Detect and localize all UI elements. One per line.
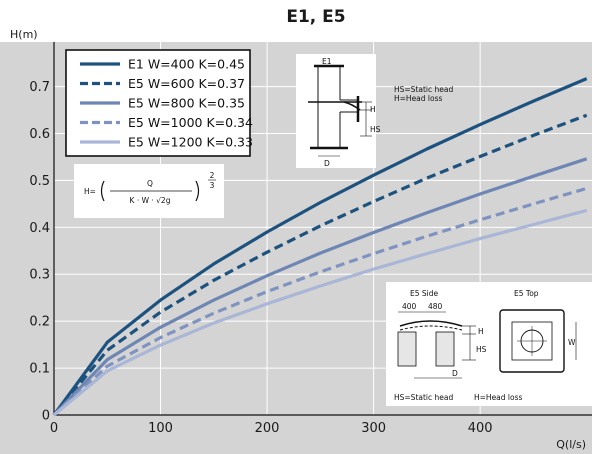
- e1-HS-label: HS: [370, 125, 381, 134]
- formula-numerator: Q: [147, 179, 153, 188]
- y-axis-label: H(m): [10, 28, 38, 41]
- e5-D-label: D: [452, 369, 458, 378]
- bottom-hs-note: HS=Static head: [394, 393, 453, 402]
- formula: H= Q K · W · √2g 2 3: [74, 164, 224, 218]
- h-note: H=Head loss: [394, 94, 442, 103]
- y-tick-label: 0.7: [29, 80, 50, 95]
- x-tick-label: 200: [255, 421, 280, 436]
- hs-note: HS=Static head: [394, 85, 453, 94]
- series-line-5: [52, 208, 588, 417]
- e5-diagrams: E5 Side E5 Top 400 480 H HS D W HS=Stati…: [386, 282, 592, 406]
- e5-top-label: E5 Top: [514, 289, 539, 298]
- dim-480: 480: [428, 302, 443, 311]
- e5-side-label: E5 Side: [410, 289, 438, 298]
- formula-lhs: H=: [84, 187, 96, 196]
- series-group: [52, 77, 588, 417]
- y-tick-label: 0.2: [29, 315, 50, 330]
- close-paren: [195, 180, 200, 202]
- x-axis-label: Q(l/s): [556, 438, 586, 451]
- x-tick-label: 100: [148, 421, 173, 436]
- open-paren: [100, 180, 105, 202]
- series-line-3: [52, 157, 588, 417]
- y-tick-label: 0.1: [29, 362, 50, 377]
- e1-label: E1: [322, 57, 332, 66]
- legend-label-4: E5 W=1000 K=0.34: [128, 115, 253, 130]
- e1-box: [296, 54, 376, 168]
- series-line-2: [52, 113, 588, 417]
- dim-400: 400: [402, 302, 417, 311]
- e1-D-label: D: [324, 159, 330, 168]
- e5-H-label: H: [478, 327, 484, 336]
- series-line-4: [52, 186, 588, 417]
- formula-denominator: K · W · √2g: [130, 196, 171, 205]
- x-tick-label: 400: [468, 421, 493, 436]
- y-tick-label: 0.3: [29, 268, 50, 283]
- exponent-numerator: 2: [210, 171, 215, 180]
- series-line-1: [52, 77, 588, 416]
- tick-labels: 0 100 200 300 400 0 0.1 0.2 0.3 0.4 0.5 0.6 0.7: [29, 80, 492, 436]
- exponent-denominator: 3: [210, 181, 215, 190]
- y-tick-label: 0.4: [29, 221, 50, 236]
- e1-diagram: E1 H HS D: [296, 54, 381, 168]
- e1-H-label: H: [370, 105, 376, 114]
- e5-HS-label: HS: [476, 345, 487, 354]
- x-tick-label: 300: [361, 421, 386, 436]
- y-tick-label: 0.6: [29, 127, 50, 142]
- chart-title: E1, E5: [286, 7, 345, 27]
- legend: E1 W=400 K=0.45 E5 W=600 K=0.37 E5 W=800 K…: [65, 49, 253, 157]
- y-tick-label: 0: [42, 409, 50, 424]
- axes: [53, 42, 592, 416]
- e5-W-label: W: [568, 338, 576, 347]
- bottom-h-note: H=Head loss: [474, 393, 522, 402]
- legend-label-3: E5 W=800 K=0.35: [128, 96, 245, 111]
- legend-label-1: E1 W=400 K=0.45: [128, 57, 245, 72]
- y-tick-label: 0.5: [29, 174, 50, 189]
- x-tick-label: 0: [50, 421, 58, 436]
- legend-label-5: E5 W=1200 K=0.33: [128, 135, 253, 150]
- legend-label-2: E5 W=600 K=0.37: [128, 76, 245, 91]
